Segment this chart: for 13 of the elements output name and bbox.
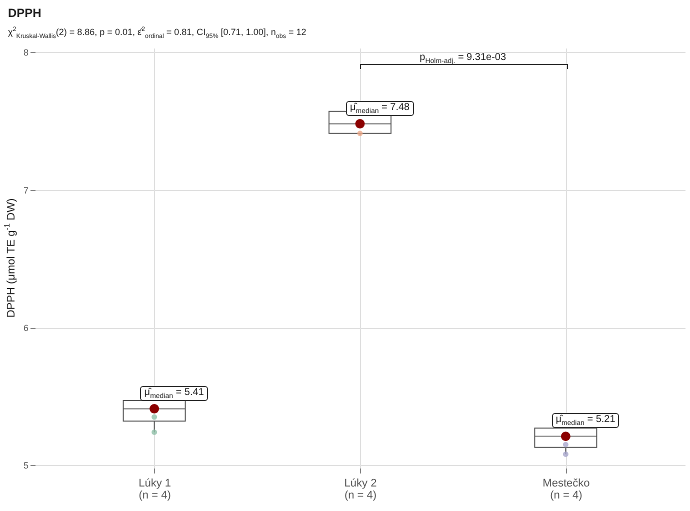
x-tick-label: Mestečko (n = 4) — [542, 478, 590, 502]
x-tick-label: Lúky 1 (n = 4) — [138, 478, 172, 502]
x-tick-label: Lúky 2 (n = 4) — [344, 478, 377, 502]
y-tick-label: 8 — [23, 48, 28, 58]
y-tick-label: 6 — [23, 323, 28, 334]
annotation: p$_{Holm-adj.}$ = 9.31e-03 — [420, 52, 506, 65]
annotation: μ̂$_{median}$ = 5.41 — [140, 386, 208, 401]
y-tick-label: 5 — [23, 460, 28, 471]
text: χ$^{2}$$_{Kruskal-Wallis}$(2) = 8.86, p = 0.01, ε̂$^{2}$$_{ordinal}$ = 0.81, CI$_{95%}$ [0.71, 1.00], n$_{obs}$ = 12 — [8, 26, 306, 40]
annotation: μ̂$_{median}$ = 5.21 — [552, 413, 620, 428]
chart-title: DPPH — [8, 6, 42, 20]
y-tick-label: 7 — [23, 185, 28, 196]
annotation: μ̂$_{median}$ = 7.48 — [346, 100, 414, 116]
